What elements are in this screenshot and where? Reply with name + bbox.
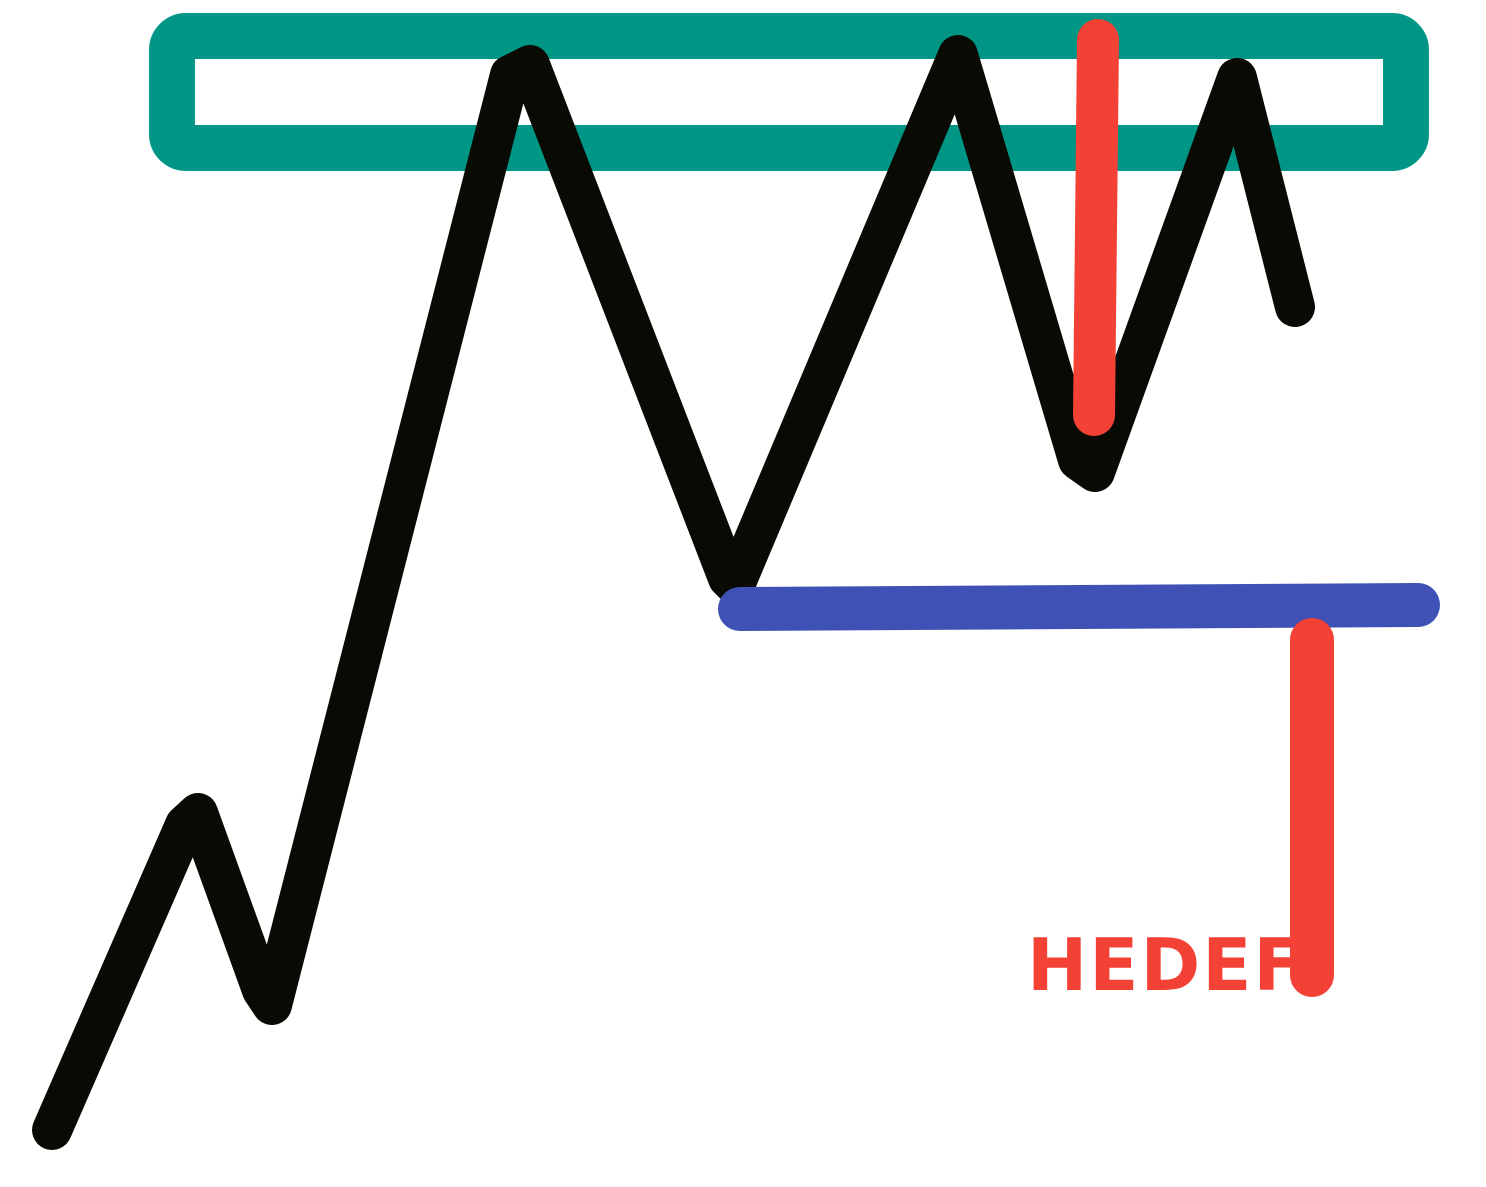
target-label: HEDEF — [1027, 923, 1305, 1007]
resistance-zone — [149, 13, 1429, 171]
price-line — [32, 35, 1315, 1150]
pattern-height-marker — [1073, 19, 1119, 436]
neckline — [718, 583, 1440, 631]
